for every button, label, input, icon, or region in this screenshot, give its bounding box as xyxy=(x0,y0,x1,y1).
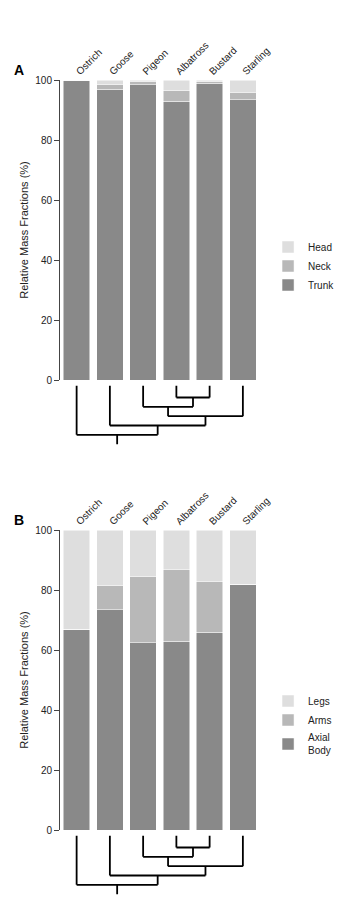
svg-text:Ostrich: Ostrich xyxy=(74,497,104,527)
svg-text:Relative Mass Fractions (%): Relative Mass Fractions (%) xyxy=(18,611,30,749)
svg-text:Legs: Legs xyxy=(308,696,330,707)
svg-text:0: 0 xyxy=(46,825,52,836)
svg-text:Ostrich: Ostrich xyxy=(74,47,104,77)
svg-text:Goose: Goose xyxy=(107,48,136,77)
svg-text:Neck: Neck xyxy=(308,261,332,272)
svg-text:60: 60 xyxy=(41,645,53,656)
svg-text:Goose: Goose xyxy=(107,498,136,527)
svg-text:AxialBody: AxialBody xyxy=(308,732,331,756)
svg-text:Pigeon: Pigeon xyxy=(140,497,170,527)
svg-text:Head: Head xyxy=(308,242,332,253)
svg-text:0: 0 xyxy=(46,375,52,386)
svg-text:40: 40 xyxy=(41,255,53,266)
svg-text:100: 100 xyxy=(35,525,52,536)
svg-text:20: 20 xyxy=(41,765,53,776)
svg-text:Bustard: Bustard xyxy=(207,495,239,527)
svg-text:Relative Mass Fractions (%): Relative Mass Fractions (%) xyxy=(18,161,30,299)
svg-text:40: 40 xyxy=(41,705,53,716)
svg-text:Pigeon: Pigeon xyxy=(140,47,170,77)
svg-text:Albatross: Albatross xyxy=(174,490,211,527)
svg-text:100: 100 xyxy=(35,75,52,86)
svg-text:Bustard: Bustard xyxy=(207,45,239,77)
svg-text:Albatross: Albatross xyxy=(174,40,211,77)
svg-text:80: 80 xyxy=(41,585,53,596)
svg-text:A: A xyxy=(14,62,24,78)
svg-text:B: B xyxy=(14,512,24,528)
svg-text:Trunk: Trunk xyxy=(308,280,334,291)
svg-text:Starling: Starling xyxy=(240,495,272,527)
svg-text:Arms: Arms xyxy=(308,715,331,726)
svg-text:80: 80 xyxy=(41,135,53,146)
svg-text:Starling: Starling xyxy=(240,45,272,77)
svg-text:60: 60 xyxy=(41,195,53,206)
svg-text:20: 20 xyxy=(41,315,53,326)
